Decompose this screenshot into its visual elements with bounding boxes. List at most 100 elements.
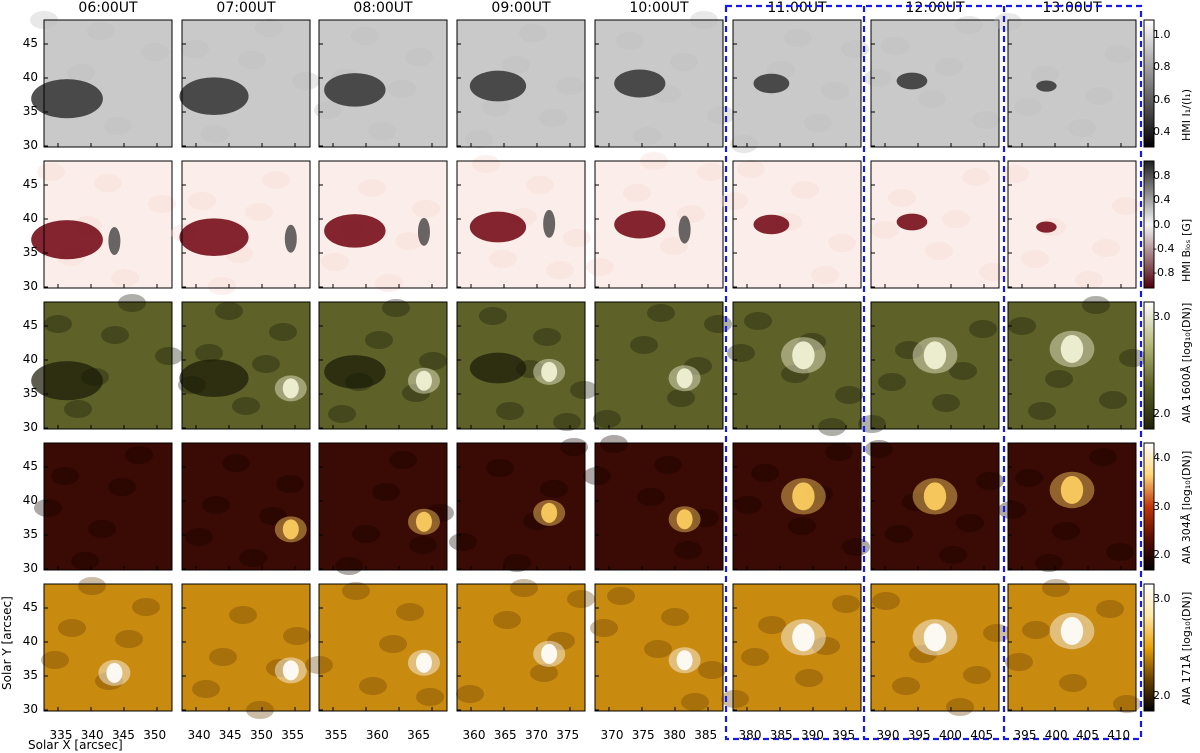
image-panel [181,442,311,571]
x-tick-label: 340 [187,728,211,742]
y-tick-label: 45 [22,318,38,332]
x-tick-label: 350 [249,728,273,742]
image-panel [449,438,588,572]
x-tick-label: 360 [462,728,486,742]
x-tick-label: 410 [1107,728,1131,742]
image-panel [456,19,586,148]
image-panel [318,299,448,430]
column-title: 12:00UT [905,0,965,16]
x-tick-label: 400 [938,728,962,742]
image-panel [586,152,725,289]
x-tick-label: 385 [769,728,793,742]
y-tick-label: 40 [22,211,38,225]
x-tick-label: 335 [49,728,73,742]
image-panel [456,155,591,289]
y-tick-label: 30 [22,138,38,152]
x-tick-label: 390 [800,728,824,742]
y-tick-label: 40 [22,352,38,366]
x-tick-label: 395 [832,728,856,742]
colorbar [1143,160,1155,289]
colorbar-label: AIA 1600Å [log₁₀(DN)] [1180,302,1193,423]
colorbar-tick-label: 3.0 [1153,592,1171,606]
y-tick-label: 45 [22,600,38,614]
colorbar-label: HMI I₁/(I₁) [1180,88,1193,141]
image-panel [1001,160,1140,289]
image-panel [305,582,448,712]
image-panel [720,160,862,289]
colorbar [1143,19,1155,148]
x-tick-label: 380 [738,728,762,742]
image-panel [31,294,183,430]
image-panel [730,19,869,153]
image-panel [41,577,173,712]
y-tick-label: 35 [22,527,38,541]
y-tick-label: 30 [22,279,38,293]
y-axis-label: Solar Y [arcsec] [0,596,14,690]
x-tick-label: 345 [111,728,135,742]
x-tick-label: 370 [600,728,624,742]
colorbar-tick-label: 0.4 [1153,124,1171,138]
image-panel [727,301,863,436]
y-tick-label: 35 [22,245,38,259]
colorbar-tick-label: 3.0 [1153,310,1171,324]
x-tick-label: 405 [1075,728,1099,742]
x-tick-label: 375 [631,728,655,742]
image-panel [732,442,870,571]
image-panel [998,442,1137,572]
x-tick-label: 370 [524,728,548,742]
colorbar-label: AIA 304Å [log₁₀(DN)] [1180,450,1193,564]
colorbar-tick-label: -0.4 [1153,241,1175,255]
y-tick-label: 35 [22,386,38,400]
image-panel [181,583,311,719]
x-tick-label: 355 [281,728,305,742]
image-panel [314,19,448,148]
image-panel [31,160,176,289]
x-tick-label: 375 [556,728,580,742]
image-panel [171,160,311,295]
colorbar-tick-label: 1.0 [1153,28,1171,42]
image-panel [179,19,320,148]
y-tick-label: 35 [22,668,38,682]
x-tick-label: 400 [1044,728,1068,742]
image-panel [594,11,735,148]
x-axis-label: Solar X [arcsec] [28,738,123,752]
image-panel [870,160,1007,289]
x-tick-label: 380 [662,728,686,742]
colorbar-tick-label: 2.0 [1153,547,1171,561]
image-panel [994,13,1137,148]
image-panel [456,301,598,431]
image-panel [1007,296,1147,430]
colorbar-tick-label: -0.8 [1153,265,1175,279]
image-panel [593,301,732,430]
image-panel [456,579,595,712]
colorbar-tick-label: 4.0 [1153,451,1171,465]
column-title: 07:00UT [216,0,276,16]
y-tick-label: 30 [22,702,38,716]
x-tick-label: 405 [970,728,994,742]
colorbar-tick-label: 0.8 [1153,60,1171,74]
image-panel [870,583,1011,716]
colorbar-tick-label: 0.6 [1153,92,1171,106]
column-title: 09:00UT [491,0,551,16]
y-tick-label: 30 [22,420,38,434]
colorbar-tick-label: 2.0 [1153,688,1171,702]
image-panel [1005,579,1141,713]
x-tick-label: 395 [907,728,931,742]
colorbar-label: HMI Bₗₒₛ [G] [1180,218,1193,282]
colorbar-tick-label: 3.0 [1153,499,1171,513]
x-tick-label: 365 [493,728,517,742]
x-tick-label: 365 [407,728,431,742]
colorbar-label: AIA 171Å [log₁₀(DN)] [1180,591,1193,705]
x-tick-label: 345 [218,728,242,742]
colorbar [1143,442,1155,571]
column-title: 11:00UT [767,0,827,16]
y-tick-label: 45 [22,459,38,473]
x-tick-label: 390 [876,728,900,742]
image-panel [721,583,862,712]
colorbar-tick-label: 2.0 [1153,406,1171,420]
colorbar-tick-label: 0.0 [1153,217,1171,231]
image-panel [858,301,1000,433]
y-tick-label: 40 [22,634,38,648]
column-title: 06:00UT [78,0,138,16]
